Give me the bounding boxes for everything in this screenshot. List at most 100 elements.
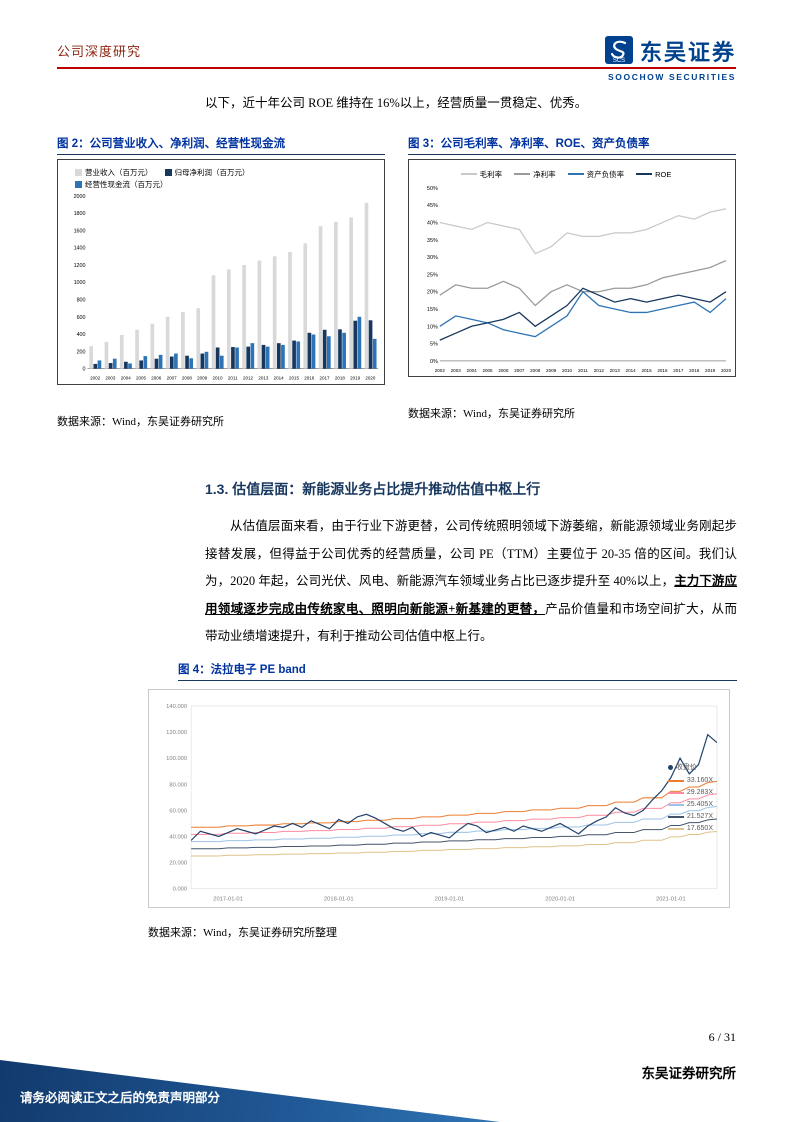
legend-marker-icon: [667, 815, 684, 818]
legend-item: ROE: [636, 169, 671, 180]
svg-text:200: 200: [77, 349, 86, 355]
legend-label: 33.160X: [686, 777, 713, 785]
svg-text:2008: 2008: [530, 367, 541, 372]
svg-text:SCS: SCS: [613, 58, 625, 64]
legend-label: 21.527X: [686, 813, 713, 821]
svg-text:2002: 2002: [90, 375, 101, 380]
svg-text:2015: 2015: [641, 367, 652, 372]
svg-text:10%: 10%: [427, 324, 438, 330]
svg-text:2011: 2011: [578, 367, 588, 372]
svg-text:20%: 20%: [427, 289, 438, 295]
legend-item: 资产负债率: [567, 169, 625, 180]
legend-label: ROE: [655, 169, 672, 179]
svg-text:20.000: 20.000: [169, 860, 187, 866]
legend-marker-icon: [164, 169, 172, 176]
svg-text:2006: 2006: [498, 367, 509, 372]
svg-text:2018: 2018: [689, 367, 700, 372]
figure-2: 图 2：公司营业收入、净利润、经营性现金流 营业收入（百万元） 归母净利润（百万元…: [57, 135, 385, 429]
svg-text:2017: 2017: [673, 367, 684, 372]
brand-logo: SCS 东吴证券: [604, 36, 736, 64]
report-type-label: 公司深度研究: [57, 44, 142, 59]
svg-text:1200: 1200: [74, 263, 86, 269]
legend-label: 归母净利润（百万元）: [174, 168, 250, 177]
legend-row: 经营性现金流（百万元）: [75, 178, 381, 190]
intro-paragraph: 以下，近十年公司 ROE 维持在 16%以上，经营质量一贯稳定、优秀。: [205, 96, 588, 110]
figure-2-chart-box: 营业收入（百万元） 归母净利润（百万元） 经营性现金流（百万元） 0 200 400 6…: [57, 159, 385, 386]
svg-text:15%: 15%: [427, 306, 438, 312]
figure-2-title: 图 2：公司营业收入、净利润、经营性现金流: [57, 135, 385, 155]
legend-marker-icon: [667, 803, 684, 806]
figure-4: 图 4：法拉电子 PE band 0.000 20.000 40.000 60.000…: [148, 661, 737, 940]
svg-text:2015: 2015: [289, 375, 300, 380]
section-heading: 1.3. 估值层面：新能源业务占比提升推动估值中枢上行: [205, 481, 541, 498]
svg-text:2010: 2010: [212, 375, 223, 380]
svg-text:40%: 40%: [427, 220, 438, 226]
legend-label: 毛利率: [479, 169, 503, 179]
figure-4-chart-box: 0.000 20.000 40.000 60.000 80.000 100.000 120.…: [148, 688, 730, 908]
svg-text:2014: 2014: [626, 367, 637, 372]
legend-marker-icon: [514, 173, 531, 175]
legend-marker-icon: [667, 779, 684, 782]
svg-text:2020: 2020: [721, 367, 732, 372]
legend-label: 净利率: [533, 169, 556, 179]
svg-text:2006: 2006: [151, 375, 162, 380]
svg-text:0: 0: [83, 367, 86, 373]
svg-text:2007: 2007: [167, 375, 178, 380]
svg-text:120.000: 120.000: [166, 730, 187, 736]
svg-text:2007: 2007: [514, 367, 525, 372]
figure-4-title: 图 4：法拉电子 PE band: [178, 661, 737, 681]
svg-text:2018: 2018: [335, 375, 346, 380]
legend-row: 营业收入（百万元） 归母净利润（百万元）: [75, 166, 381, 178]
svg-text:2005: 2005: [482, 367, 493, 372]
svg-text:2017: 2017: [320, 375, 331, 380]
legend-marker-icon: [75, 169, 82, 176]
legend-marker-icon: [667, 791, 684, 794]
svg-text:2002: 2002: [435, 367, 446, 372]
legend-item: 净利率: [514, 169, 556, 180]
legend-item: 收盘价: [667, 762, 713, 772]
legend-label: 17.650X: [686, 825, 713, 833]
figure-2-bar-chart: 0 200 400 600 800 1000 1200 1400 1600 1800 2000 200…: [74, 194, 379, 380]
svg-text:140.000: 140.000: [166, 704, 187, 710]
legend-label: 资产负债率: [586, 169, 625, 179]
svg-text:2016: 2016: [657, 367, 668, 372]
svg-text:2021-01-01: 2021-01-01: [656, 897, 686, 903]
svg-text:2004: 2004: [121, 375, 132, 380]
svg-text:2017-01-01: 2017-01-01: [213, 897, 243, 903]
svg-text:1800: 1800: [74, 211, 86, 217]
figure-3-legend: 毛利率 净利率 资产负债率 ROE: [412, 165, 732, 180]
soochow-logo-icon: SCS: [604, 36, 633, 64]
svg-text:2010: 2010: [562, 367, 573, 372]
svg-text:2013: 2013: [258, 375, 269, 380]
legend-marker-icon: [636, 173, 653, 175]
legend-marker-icon: [460, 173, 477, 175]
svg-text:2019-01-01: 2019-01-01: [435, 897, 465, 903]
header-row: 公司深度研究 SCS 东吴证券: [57, 36, 736, 69]
figure-2-legend: 营业收入（百万元） 归母净利润（百万元） 经营性现金流（百万元）: [61, 165, 381, 190]
legend-marker-icon: [667, 827, 684, 830]
legend-label: 经营性现金流（百万元）: [85, 180, 168, 189]
svg-text:400: 400: [77, 332, 86, 338]
paragraph-text: 从估值层面来看，由于行业下游更替，公司传统照明领域下游萎缩，新能源领域业务刚起步…: [205, 519, 737, 589]
legend-item: 毛利率: [460, 169, 503, 180]
svg-text:2013: 2013: [610, 367, 621, 372]
legend-label: 营业收入（百万元）: [85, 168, 153, 177]
legend-marker-icon: [567, 173, 584, 175]
svg-text:2009: 2009: [546, 367, 557, 372]
svg-text:40.000: 40.000: [169, 834, 187, 840]
svg-text:2011: 2011: [228, 375, 238, 380]
svg-text:2019: 2019: [350, 375, 361, 380]
page-number: 6 / 31: [708, 1030, 736, 1044]
paragraph-text: 产品价值量和市场空间扩大，从而带动业绩增速提升，有利于推动公司估值中枢上行。: [205, 601, 737, 644]
svg-text:600: 600: [77, 315, 86, 321]
svg-text:2020: 2020: [365, 375, 376, 380]
legend-label: 29.283X: [686, 789, 713, 797]
svg-text:0%: 0%: [430, 358, 438, 364]
svg-text:2000: 2000: [74, 194, 86, 200]
figure-3-source: 数据来源：Wind，东吴证券研究所: [408, 408, 575, 421]
legend-marker-icon: [667, 764, 673, 770]
svg-text:0.000: 0.000: [173, 887, 188, 893]
svg-text:2008: 2008: [182, 375, 193, 380]
svg-text:2020-01-01: 2020-01-01: [545, 897, 575, 903]
legend-item: 29.283X: [667, 789, 713, 797]
